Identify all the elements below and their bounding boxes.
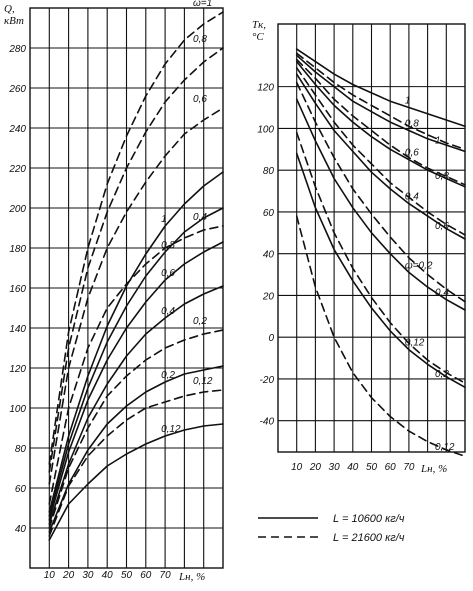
left-y-tick-label: 80 bbox=[15, 444, 27, 455]
left-y-tick-label: 60 bbox=[15, 484, 27, 495]
left-y-tick-label: 200 bbox=[8, 204, 26, 215]
right-series-dashed-8 bbox=[295, 67, 466, 236]
left-series-label: 0,4 bbox=[193, 212, 207, 223]
left-series-label: 0,6 bbox=[193, 94, 207, 105]
left-x-tick-label: 20 bbox=[62, 570, 75, 581]
left-series-label: 0,2 bbox=[161, 370, 175, 381]
right-y-axis-unit: °C bbox=[252, 31, 264, 43]
left-y-axis-label: Q, bbox=[4, 3, 15, 15]
left-x-tick-label: 30 bbox=[82, 570, 94, 581]
legend: L = 10600 кг/ч L = 21600 кг/ч bbox=[258, 513, 405, 544]
right-series-label: 0,6 bbox=[405, 148, 419, 159]
right-x-tick-label: 30 bbox=[329, 462, 341, 473]
left-series-solid-1 bbox=[48, 365, 224, 533]
left-series-label: 1 bbox=[161, 214, 167, 225]
left-y-tick-label: 220 bbox=[8, 164, 26, 175]
left-series-label: 0,12 bbox=[193, 376, 213, 387]
right-series-label: 0,8 bbox=[405, 118, 419, 129]
left-x-tick-label: 60 bbox=[140, 570, 152, 581]
left-y-tick-label: 280 bbox=[8, 44, 26, 55]
left-y-tick-label: 120 bbox=[9, 364, 26, 375]
right-series-label: 0,4 bbox=[435, 288, 449, 299]
left-y-tick-label: 100 bbox=[9, 404, 26, 415]
right-x-axis-label: Lн, % bbox=[420, 463, 447, 475]
left-series-dashed-8 bbox=[48, 225, 224, 505]
left-series-dashed-10 bbox=[48, 47, 224, 473]
left-x-tick-label: 40 bbox=[102, 570, 114, 581]
right-x-tick-label: 70 bbox=[403, 462, 415, 473]
right-x-tick-label: 10 bbox=[291, 462, 303, 473]
right-series-label: 0,12 bbox=[435, 442, 455, 453]
right-y-tick-label: 120 bbox=[257, 83, 274, 94]
left-y-tick-label: 140 bbox=[9, 324, 26, 335]
right-series-label: 0,6 bbox=[435, 221, 449, 232]
right-x-tick-label: 50 bbox=[366, 462, 378, 473]
right-chart-condenser-temperature: -40 -20 0 20 40 60 80 100 120 10 20 30 40 50 60 70 Tк,°C… bbox=[252, 19, 466, 475]
left-x-tick-label: 10 bbox=[44, 570, 56, 581]
left-series-label: 0,6 bbox=[161, 268, 175, 279]
left-series-label: 0,12 bbox=[161, 424, 181, 435]
right-series-label: 0,2 bbox=[435, 369, 449, 380]
left-grid bbox=[30, 7, 223, 568]
right-series-label: 1 bbox=[405, 96, 411, 107]
left-y-tick-label: 240 bbox=[8, 124, 26, 135]
left-series-dashed-6 bbox=[48, 389, 224, 537]
left-x-tick-label: 70 bbox=[160, 570, 172, 581]
left-series-solid-0 bbox=[48, 423, 224, 541]
right-y-tick-label: 40 bbox=[263, 250, 275, 261]
right-series-solid-0 bbox=[295, 48, 466, 128]
right-series-dashed-11 bbox=[295, 215, 466, 457]
right-series-dashed-7 bbox=[295, 58, 466, 186]
right-series-solid-1 bbox=[295, 54, 466, 153]
right-series-dashed-10 bbox=[295, 131, 466, 384]
left-series-label: 0,8 bbox=[193, 34, 207, 45]
left-y-tick-label: 160 bbox=[9, 284, 26, 295]
left-y-tick-label: 260 bbox=[8, 84, 26, 95]
right-y-tick-label: 80 bbox=[263, 166, 275, 177]
right-series-label: 0,8 bbox=[435, 171, 449, 182]
right-series-solid-4 bbox=[295, 98, 466, 311]
left-series-solid-2 bbox=[48, 285, 224, 525]
right-y-tick-label: -20 bbox=[260, 375, 275, 386]
right-y-tick-label: -40 bbox=[260, 417, 275, 428]
legend-dashed-label: L = 21600 кг/ч bbox=[333, 532, 405, 544]
left-series-solid-5 bbox=[48, 171, 224, 513]
right-y-tick-label: 0 bbox=[268, 333, 274, 344]
left-y-tick-label: 180 bbox=[9, 244, 26, 255]
left-series-label: 0,4 bbox=[161, 306, 175, 317]
right-y-tick-label: 60 bbox=[263, 208, 275, 219]
right-series-label: 0,4 bbox=[405, 192, 419, 203]
right-y-tick-label: 20 bbox=[262, 291, 275, 302]
right-series-solid-2 bbox=[295, 60, 466, 188]
right-x-tick-label: 20 bbox=[309, 462, 322, 473]
left-y-axis-unit: кВт bbox=[4, 15, 24, 27]
right-y-tick-label: 100 bbox=[257, 124, 274, 135]
right-x-tick-label: 60 bbox=[385, 462, 397, 473]
left-series-solid-3 bbox=[48, 241, 224, 521]
right-series-solid-3 bbox=[295, 73, 466, 240]
left-series-dashed-11 bbox=[48, 11, 224, 465]
right-series-label: 0,12 bbox=[405, 338, 425, 349]
left-y-tick-label: 40 bbox=[15, 524, 27, 535]
right-series-dashed-9 bbox=[295, 81, 466, 303]
left-series-label: 0,2 bbox=[193, 316, 207, 327]
left-series-dashed-9 bbox=[48, 107, 224, 485]
legend-solid-label: L = 10600 кг/ч bbox=[333, 513, 405, 525]
left-x-axis-label: Lн, % bbox=[178, 571, 205, 583]
right-x-tick-label: 40 bbox=[347, 462, 359, 473]
right-series-solid-5 bbox=[295, 152, 466, 389]
left-series-label: ω=1 bbox=[193, 0, 212, 9]
left-series-dashed-7 bbox=[48, 329, 224, 529]
left-x-tick-label: 50 bbox=[121, 570, 133, 581]
right-series-label: 1 bbox=[435, 135, 441, 146]
right-y-axis-label: Tк, bbox=[252, 19, 266, 31]
left-series-solid-4 bbox=[48, 207, 224, 517]
